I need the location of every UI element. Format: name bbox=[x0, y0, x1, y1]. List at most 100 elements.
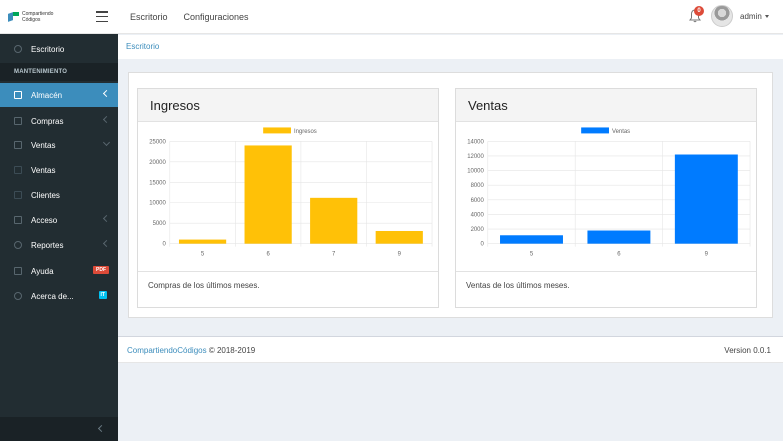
sidebar-item-label: Acerca de... bbox=[31, 291, 74, 301]
breadcrumb-item[interactable]: Escritorio bbox=[126, 42, 160, 51]
sidebar: Escritorio MANTENIMIENTO Almacén Compras… bbox=[0, 34, 118, 441]
folder-icon bbox=[14, 216, 22, 224]
sidebar-item-label: Ventas bbox=[31, 140, 56, 150]
chevron-left-icon bbox=[97, 424, 106, 433]
info-circle-icon bbox=[14, 292, 22, 300]
sidebar-item-acceso[interactable]: Acceso bbox=[0, 208, 118, 232]
sidebar-item-almacen[interactable]: Almacén bbox=[0, 83, 118, 107]
y-tick-label: 10000 bbox=[467, 169, 484, 175]
card-footer: Compras de los últimos meses. bbox=[138, 271, 438, 309]
y-tick-label: 15000 bbox=[149, 180, 166, 186]
legend-label: Ingresos bbox=[294, 129, 317, 135]
sidebar-item-acerca[interactable]: Acerca de... IT bbox=[0, 284, 118, 308]
th-icon bbox=[14, 117, 22, 125]
y-tick-label: 20000 bbox=[149, 160, 166, 166]
y-tick-label: 12000 bbox=[467, 154, 484, 160]
sidebar-item-ventas[interactable]: Ventas bbox=[0, 133, 118, 157]
y-tick-label: 0 bbox=[481, 242, 485, 248]
page-footer: CompartiendoCódigos © 2018-2019 Version … bbox=[118, 336, 783, 363]
it-badge: IT bbox=[98, 291, 107, 299]
y-tick-label: 4000 bbox=[471, 212, 485, 218]
x-tick-label: 6 bbox=[617, 252, 621, 258]
top-header: Compartiendo Códigos Escritorio Configur… bbox=[0, 0, 783, 34]
sidebar-item-label: Compras bbox=[31, 116, 64, 126]
y-tick-label: 10000 bbox=[149, 201, 166, 207]
sidebar-item-ayuda[interactable]: Ayuda PDF bbox=[0, 259, 118, 283]
chevron-left-icon bbox=[102, 214, 111, 223]
sidebar-item-escritorio[interactable]: Escritorio bbox=[0, 37, 118, 61]
logo-icon bbox=[8, 11, 20, 23]
app-logo[interactable]: Compartiendo Códigos bbox=[8, 8, 118, 26]
legend-label: Ventas bbox=[612, 129, 630, 135]
x-tick-label: 6 bbox=[266, 252, 270, 258]
sidebar-item-label: Ventas bbox=[31, 165, 56, 175]
clients-icon bbox=[14, 191, 22, 199]
logo-text-line2: Códigos bbox=[22, 17, 41, 23]
notification-count-badge: 0 bbox=[694, 6, 704, 16]
menu-toggle-icon[interactable] bbox=[96, 11, 108, 22]
bar bbox=[244, 145, 292, 244]
top-nav: Escritorio Configuraciones bbox=[130, 0, 249, 34]
user-name: admin bbox=[740, 12, 762, 21]
footer-brand-link[interactable]: CompartiendoCódigos bbox=[127, 346, 207, 355]
ventas-card: Ventas Ventas 0 2000 4000 6000 8000 10000 12000… bbox=[455, 88, 757, 308]
bar bbox=[375, 230, 423, 244]
ingresos-card: Ingresos Ingresos 0 5000 10000 15000 20000 250… bbox=[137, 88, 439, 308]
card-title: Ventas bbox=[456, 89, 756, 122]
nav-escritorio[interactable]: Escritorio bbox=[130, 12, 168, 22]
dashboard-icon bbox=[14, 45, 22, 53]
ingresos-bar-chart: Ingresos 0 5000 10000 15000 20000 25000 5 6 7 9 bbox=[149, 127, 433, 258]
y-tick-label: 25000 bbox=[149, 139, 166, 145]
card-title: Ingresos bbox=[138, 89, 438, 122]
sidebar-subitem-clientes[interactable]: Clientes bbox=[0, 183, 118, 207]
sidebar-section-header: MANTENIMIENTO bbox=[0, 63, 118, 81]
card-footer: Ventas de los últimos meses. bbox=[456, 271, 756, 309]
x-tick-label: 9 bbox=[705, 252, 709, 258]
y-tick-label: 5000 bbox=[153, 221, 167, 227]
bar bbox=[674, 154, 738, 244]
y-tick-label: 0 bbox=[163, 242, 167, 248]
sidebar-item-label: Almacén bbox=[31, 90, 63, 100]
sidebar-subitem-ventas[interactable]: Ventas bbox=[0, 158, 118, 182]
chevron-left-icon bbox=[102, 89, 111, 98]
bar-chart-icon bbox=[14, 241, 22, 249]
legend-swatch bbox=[263, 127, 291, 134]
laptop-icon bbox=[14, 91, 22, 99]
plus-square-icon bbox=[14, 267, 22, 275]
user-avatar[interactable] bbox=[711, 5, 733, 27]
bar bbox=[587, 230, 651, 244]
y-tick-label: 2000 bbox=[471, 227, 485, 233]
cart-icon bbox=[14, 141, 22, 149]
bar bbox=[310, 197, 358, 244]
footer-copyright-text: © 2018-2019 bbox=[208, 346, 256, 355]
y-tick-label: 8000 bbox=[471, 183, 485, 189]
x-tick-label: 5 bbox=[530, 252, 534, 258]
sidebar-item-compras[interactable]: Compras bbox=[0, 109, 118, 133]
nav-configuraciones[interactable]: Configuraciones bbox=[183, 12, 249, 22]
chevron-left-icon bbox=[102, 239, 111, 248]
user-menu[interactable]: admin bbox=[740, 12, 769, 21]
sidebar-collapse-button[interactable] bbox=[0, 417, 118, 441]
y-tick-label: 14000 bbox=[467, 139, 484, 145]
y-tick-label: 6000 bbox=[471, 198, 485, 204]
footer-copyright: CompartiendoCódigos © 2018-2019 bbox=[127, 337, 255, 364]
chevron-left-icon bbox=[102, 115, 111, 124]
logo-text: Compartiendo Códigos bbox=[22, 11, 53, 23]
sidebar-item-label: Reportes bbox=[31, 240, 64, 250]
pdf-badge: PDF bbox=[93, 266, 109, 274]
chevron-down-icon bbox=[102, 138, 111, 147]
sidebar-item-reportes[interactable]: Reportes bbox=[0, 233, 118, 257]
sidebar-item-label: Ayuda bbox=[31, 266, 54, 276]
caret-down-icon bbox=[764, 15, 769, 18]
x-tick-label: 7 bbox=[332, 252, 336, 258]
breadcrumb: Escritorio bbox=[118, 35, 783, 59]
sidebar-item-label: Escritorio bbox=[31, 44, 65, 54]
x-tick-label: 5 bbox=[201, 252, 205, 258]
sidebar-item-label: Clientes bbox=[31, 190, 60, 200]
notifications-bell-icon[interactable]: 0 bbox=[689, 6, 704, 25]
sidebar-item-label: Acceso bbox=[31, 215, 58, 225]
x-tick-label: 9 bbox=[398, 252, 402, 258]
legend-swatch bbox=[581, 127, 609, 134]
ventas-bar-chart: Ventas 0 2000 4000 6000 8000 10000 12000 14000 5 6… bbox=[467, 127, 751, 258]
bar bbox=[178, 239, 227, 244]
